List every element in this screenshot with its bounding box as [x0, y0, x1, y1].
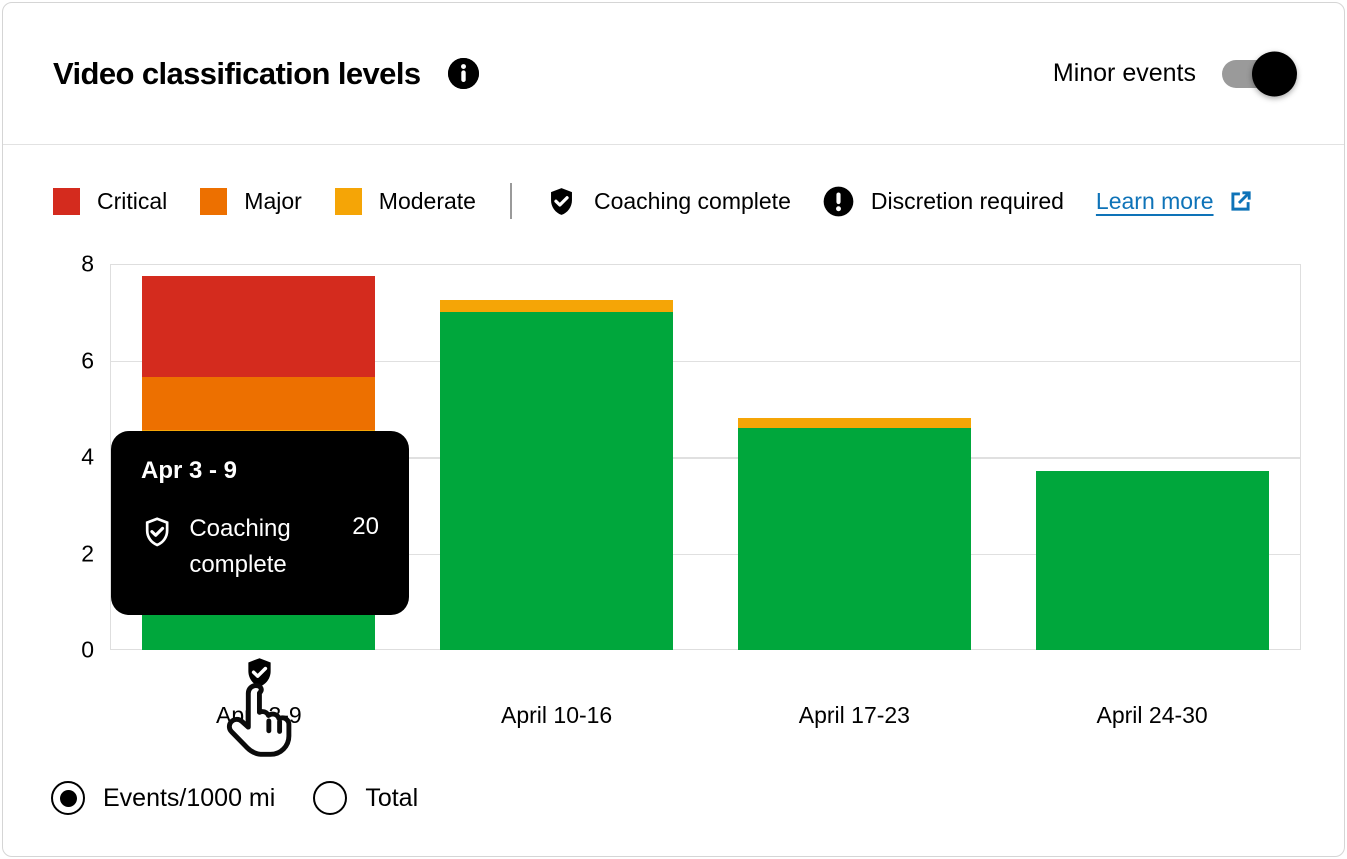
bar-segment-critical-april-3-9[interactable] — [142, 276, 376, 378]
legend-label: Discretion required — [870, 187, 1064, 214]
minor-events-label: Minor events — [1052, 59, 1196, 87]
legend-divider — [509, 183, 512, 219]
bar-segment-minor-april-10-16[interactable] — [440, 312, 674, 650]
shield-check-icon — [551, 187, 572, 215]
radio-icon[interactable] — [313, 781, 348, 815]
bar-segment-minor-april-17-23[interactable] — [737, 428, 971, 650]
y-axis-tick: 0 — [81, 636, 94, 663]
external-link-icon — [1230, 190, 1251, 211]
widget-header: Video classification levels Minor events — [3, 3, 1344, 145]
radio-total[interactable]: Total — [313, 781, 418, 815]
radio-label: Total — [365, 783, 419, 812]
x-axis-label: April 17-23 — [798, 702, 910, 728]
tooltip-row-label: Coaching complete — [189, 515, 291, 578]
legend-label: Critical — [97, 187, 168, 214]
bar-segment-minor-april-24-30[interactable] — [1035, 471, 1269, 650]
toggle-knob — [1252, 51, 1297, 96]
legend-coaching-complete: Coaching complete — [546, 185, 791, 218]
tooltip-title: Apr 3 - 9 — [141, 457, 238, 484]
legend-discretion-required: Discretion required — [823, 186, 1064, 217]
legend-swatch — [53, 187, 80, 215]
radio-events-per-1000mi[interactable]: Events/1000 mi — [51, 781, 275, 815]
learn-more-text[interactable]: Learn more — [1095, 187, 1214, 214]
gridline — [111, 457, 1300, 459]
bar-segment-moderate-april-17-23[interactable] — [737, 418, 971, 429]
unit-selector: Events/1000 mi Total — [51, 781, 418, 815]
exclamation-circle-icon — [823, 186, 854, 216]
y-axis-tick: 6 — [81, 347, 94, 373]
legend-swatch — [334, 187, 362, 215]
coaching-badge-icon[interactable] — [243, 654, 276, 696]
tooltip-row: Coaching complete 20 — [141, 511, 379, 583]
legend-major: Major — [200, 187, 302, 215]
shield-check-icon — [145, 517, 169, 547]
info-icon[interactable] — [448, 58, 480, 89]
legend-critical: Critical — [53, 187, 168, 215]
legend-moderate: Moderate — [334, 187, 476, 215]
legend-label: Coaching complete — [593, 187, 791, 214]
y-axis-tick: 8 — [81, 250, 94, 277]
legend-swatch — [200, 187, 228, 215]
radio-icon[interactable] — [51, 781, 85, 815]
minor-events-toggle[interactable] — [1222, 51, 1297, 96]
legend-label: Major — [244, 187, 302, 214]
bar-segment-major-april-3-9[interactable] — [142, 377, 376, 431]
y-axis-tick: 2 — [81, 540, 94, 566]
gridline — [111, 553, 1300, 556]
tooltip-row-value: 20 — [352, 513, 379, 540]
pointer-hand-icon — [222, 677, 302, 770]
radio-label: Events/1000 mi — [103, 783, 276, 812]
x-axis-label: April 24-30 — [1096, 702, 1208, 728]
chart-tooltip: Apr 3 - 9 Coaching complete 20 — [111, 431, 409, 615]
gridline — [111, 360, 1300, 363]
learn-more-link[interactable]: Learn more — [1096, 187, 1255, 216]
y-axis-tick: 4 — [81, 443, 94, 470]
bar-segment-moderate-april-10-16[interactable] — [440, 300, 674, 313]
x-axis-label: April 10-16 — [501, 702, 613, 728]
legend-label: Moderate — [378, 187, 476, 214]
page-title: Video classification levels — [53, 55, 421, 91]
chart-legend: Critical Major Moderate Coaching complete … — [53, 183, 1255, 219]
